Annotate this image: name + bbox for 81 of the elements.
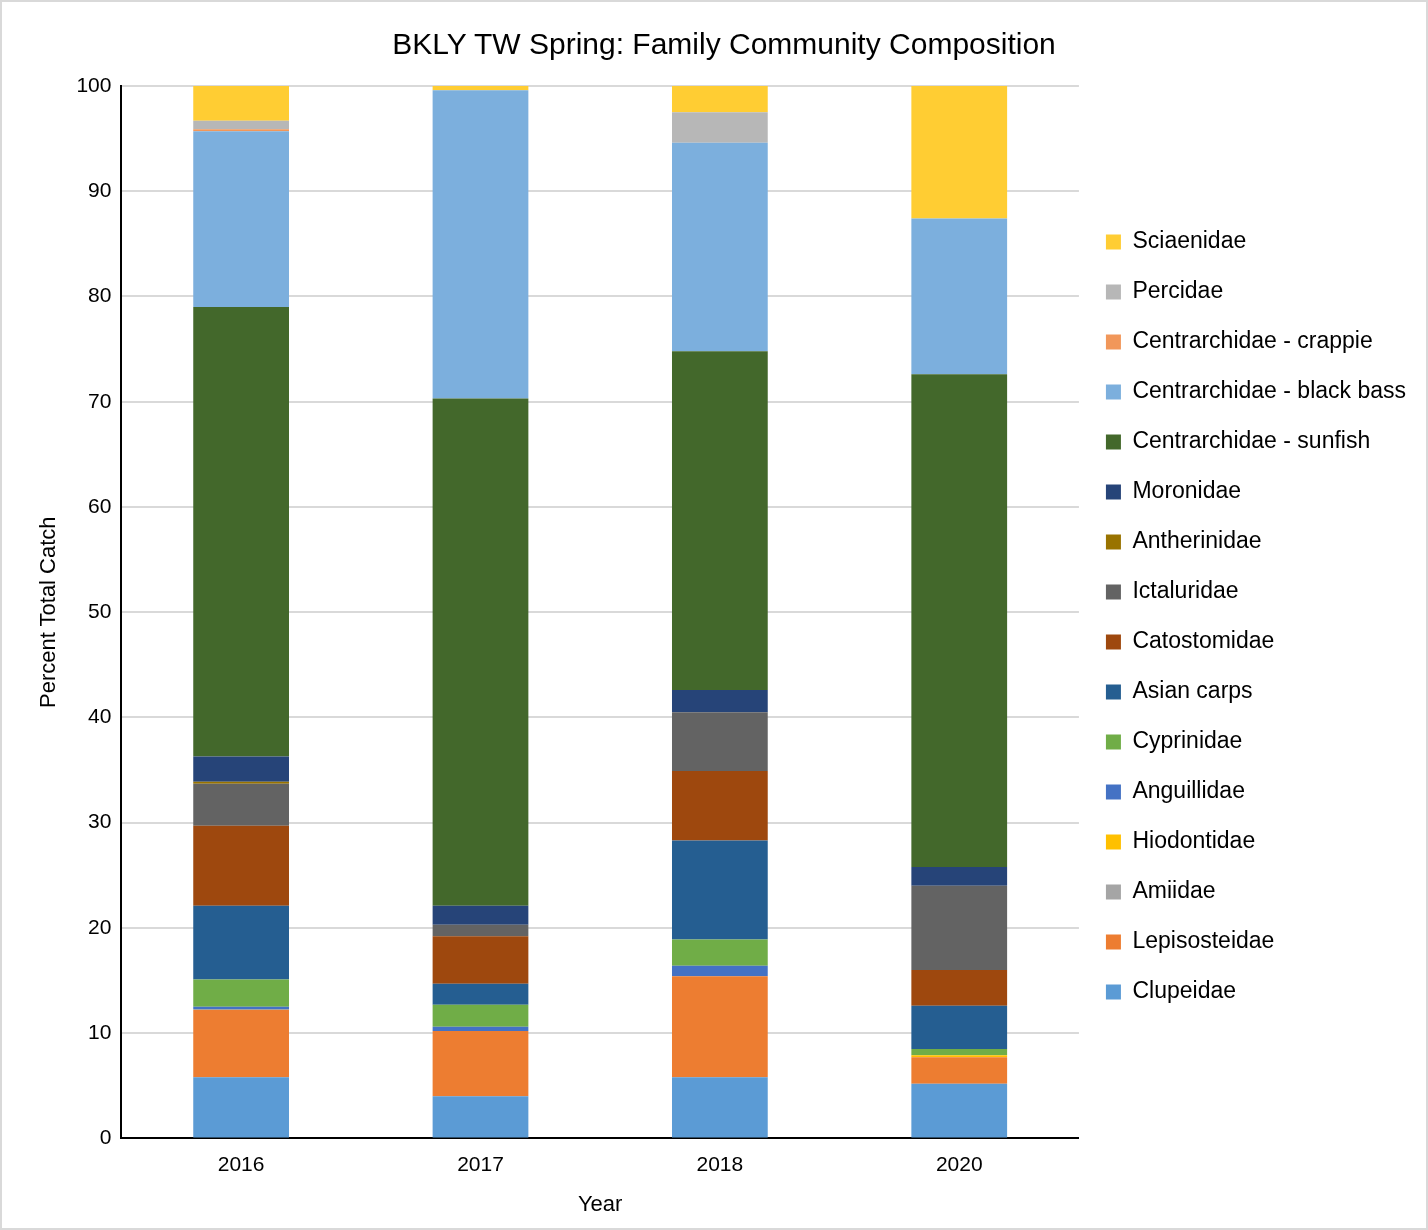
legend-label: Catostomidae (1132, 627, 1275, 654)
bar (193, 1077, 289, 1138)
bar (432, 86, 529, 91)
bar (193, 979, 289, 1007)
legend-label: Asian carps (1132, 677, 1253, 704)
bar (911, 866, 1008, 886)
bar (911, 86, 1008, 219)
bar (911, 1057, 1008, 1084)
bar (432, 1026, 529, 1032)
bar (193, 781, 289, 784)
bar (911, 374, 1008, 867)
x-tick-label: 2020 (935, 1151, 983, 1175)
bar (432, 1004, 529, 1027)
bar (432, 905, 529, 925)
legend-label: Amiidae (1132, 877, 1216, 904)
bar (432, 90, 529, 399)
y-tick-label: 90 (88, 178, 112, 202)
y-tick-label: 20 (88, 914, 112, 938)
legend-label: Percidae (1132, 277, 1224, 304)
legend-label: Centrarchidae - black bass (1132, 377, 1406, 404)
bar (432, 1096, 529, 1138)
bar (671, 112, 768, 143)
y-tick-label: 50 (88, 599, 112, 622)
x-tick-label: 2018 (696, 1151, 744, 1175)
y-axis-title: Percent Total Catch (35, 516, 61, 708)
y-tick-label: 60 (88, 493, 112, 517)
bar (432, 983, 529, 1005)
bar (671, 712, 768, 772)
legend-label: Antherinidae (1132, 527, 1262, 554)
x-tick-label: 2017 (457, 1151, 504, 1175)
y-tick-label: 10 (88, 1019, 112, 1043)
bar (193, 825, 289, 906)
bar (193, 756, 289, 782)
legend-label: Centrarchidae - sunfish (1132, 427, 1371, 454)
bar (911, 885, 1008, 971)
bar (432, 936, 529, 984)
bar (193, 905, 289, 980)
bar (432, 924, 529, 937)
x-axis-title: Year (577, 1190, 623, 1216)
y-tick-label: 70 (88, 388, 112, 412)
bar (671, 351, 768, 691)
bar (671, 771, 768, 841)
x-tick-label: 2016 (217, 1151, 265, 1175)
bar (671, 142, 768, 352)
bar (671, 965, 768, 977)
y-tick-label: 100 (76, 72, 112, 96)
legend-label: Cyprinidae (1132, 727, 1243, 754)
bar (911, 218, 1008, 375)
bar (671, 939, 768, 966)
y-tick-label: 80 (88, 283, 112, 307)
bar (193, 783, 289, 826)
legend-label: Moronidae (1132, 477, 1242, 504)
y-tick-label: 40 (88, 704, 112, 728)
y-tick-label: 0 (99, 1125, 112, 1149)
bar (911, 1083, 1008, 1138)
bar (911, 1005, 1008, 1049)
bar (671, 86, 768, 113)
bar (671, 976, 768, 1078)
bar (911, 970, 1008, 1006)
legend-label: Centrarchidae - crappie (1132, 327, 1373, 354)
bar (911, 1055, 1008, 1058)
y-tick-label: 30 (88, 809, 112, 833)
legend-label: Clupeidae (1132, 977, 1237, 1004)
chart-title: BKLY TW Spring: Family Community Composition (392, 27, 1056, 61)
bar (432, 1031, 529, 1097)
bar (911, 1048, 1008, 1056)
bar (193, 120, 289, 130)
bar (671, 690, 768, 713)
legend-label: Ictaluridae (1132, 577, 1239, 604)
bar (193, 307, 289, 757)
bar (193, 86, 289, 121)
bar (671, 840, 768, 940)
legend-label: Sciaenidae (1132, 227, 1247, 254)
bar (432, 398, 529, 906)
legend-label: Anguillidae (1132, 777, 1245, 804)
bar (193, 1010, 289, 1078)
legend-label: Hiodontidae (1132, 827, 1256, 854)
legend-label: Lepisosteidae (1132, 927, 1275, 954)
bar (193, 131, 289, 307)
bar (671, 1077, 768, 1138)
bar (193, 129, 289, 132)
